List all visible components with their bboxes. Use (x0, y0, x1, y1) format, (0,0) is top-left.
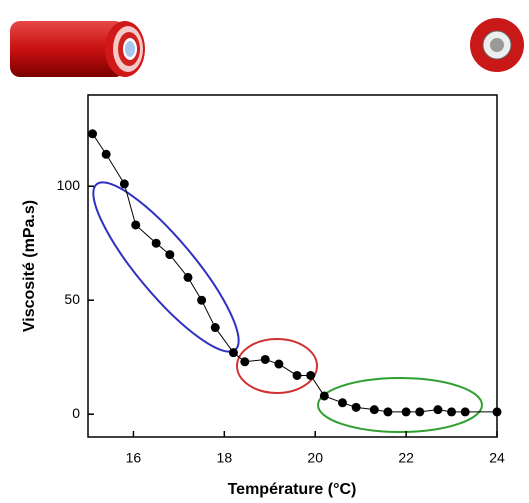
data-point (151, 238, 161, 248)
data-point (319, 391, 329, 401)
x-tick-label: 22 (398, 450, 414, 466)
data-point (401, 407, 411, 417)
data-point (260, 354, 270, 364)
x-tick-label: 18 (217, 450, 233, 466)
data-point (292, 370, 302, 380)
x-tick-label: 16 (126, 450, 142, 466)
data-point (351, 402, 361, 412)
data-point (274, 359, 284, 369)
data-point (228, 348, 238, 358)
data-point (131, 220, 141, 230)
x-tick-label: 24 (489, 450, 505, 466)
data-point (492, 407, 502, 417)
data-line (92, 133, 497, 413)
data-point (88, 129, 98, 139)
data-point (240, 357, 250, 367)
data-point (197, 295, 207, 305)
ellipse-annotation (317, 377, 483, 433)
data-point (210, 323, 220, 333)
x-axis-label: Température (°C) (228, 481, 357, 498)
x-tick-label: 20 (307, 450, 323, 466)
data-point (369, 405, 379, 415)
y-tick-label: 0 (72, 405, 80, 421)
data-point (460, 407, 470, 417)
micelle-icon (470, 18, 524, 72)
data-point (101, 149, 111, 159)
y-axis-label: Viscosité (mPa.s) (21, 200, 38, 332)
data-point (165, 250, 175, 260)
y-tick-label: 100 (57, 177, 81, 193)
cylinder-icon (10, 21, 145, 77)
data-point (415, 407, 425, 417)
data-point (383, 407, 393, 417)
data-point (447, 407, 457, 417)
data-point (183, 272, 193, 282)
plot-frame (87, 94, 498, 438)
data-point (337, 398, 347, 408)
data-point (433, 405, 443, 415)
ellipse-annotation (92, 181, 240, 353)
data-point (306, 370, 316, 380)
ellipse-annotation (236, 338, 318, 394)
data-point (119, 179, 129, 189)
y-tick-label: 50 (64, 291, 80, 307)
